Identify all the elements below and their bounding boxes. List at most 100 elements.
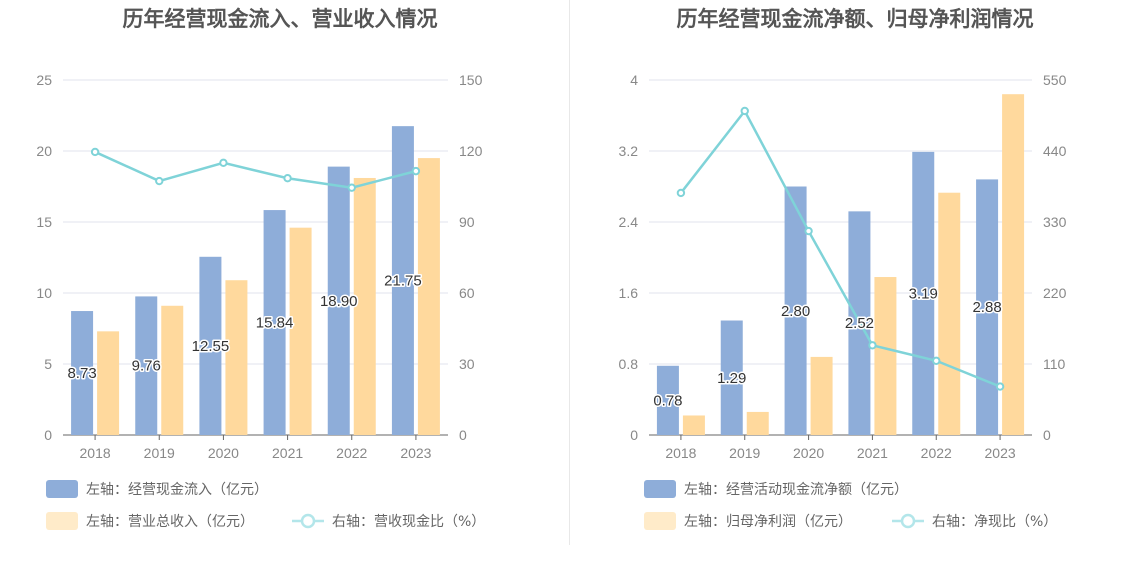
right-axis-tick-label: 550: [1043, 72, 1067, 88]
panel-divider: [569, 0, 570, 545]
bar-primary: [976, 179, 999, 435]
legend-swatch-secondary: [644, 512, 676, 530]
left-axis-tick-label: 20: [36, 143, 52, 159]
bar-data-label: 18.90: [320, 293, 358, 310]
chart-title: 历年经营现金流净额、归母净利润情况: [677, 7, 1034, 31]
legend-swatch-line-marker: [900, 513, 916, 529]
ratio-line: [94, 150, 417, 189]
bar-primary: [327, 166, 350, 435]
left-axis-tick-label: 3.2: [619, 143, 639, 159]
bar-primary: [135, 296, 158, 435]
x-axis-tick-label: 2021: [857, 445, 888, 461]
ratio-point: [347, 183, 356, 192]
x-axis-tick-label: 2020: [208, 445, 239, 461]
x-axis-tick-label: 2023: [400, 445, 431, 461]
right-axis-tick-label: 120: [459, 143, 483, 159]
ratio-point: [868, 341, 877, 350]
bar-secondary: [746, 411, 769, 435]
x-axis-tick-label: 2019: [144, 445, 175, 461]
bar-secondary: [289, 227, 312, 435]
bar-secondary: [225, 280, 248, 435]
right-axis-tick-label: 220: [1043, 285, 1067, 301]
x-axis-tick-label: 2018: [80, 445, 111, 461]
legend-label-line: 右轴：净现比（%）: [932, 514, 1057, 530]
legend-label-secondary: 左轴：营业总收入（亿元）: [86, 514, 254, 530]
bar-secondary: [682, 415, 705, 435]
bar-data-label: 2.88: [972, 299, 1001, 316]
bar-secondary: [938, 192, 961, 435]
x-axis-tick-label: 2020: [793, 445, 824, 461]
right-axis-tick-label: 330: [1043, 214, 1067, 230]
left-axis-tick-label: 1.6: [619, 285, 639, 301]
bar-data-label: 0.78: [653, 392, 682, 409]
bar-secondary: [874, 277, 897, 435]
left-axis-tick-label: 25: [36, 72, 52, 88]
chart-cashflow-revenue: 历年经营现金流入、营业收入情况 0 0 5 30 10 60 15 90 20 120 25 150 20…: [36, 7, 485, 530]
left-axis-tick-label: 15: [36, 214, 52, 230]
right-axis-tick-label: 60: [459, 285, 475, 301]
ratio-point: [740, 106, 749, 116]
ratio-point: [283, 174, 292, 183]
bar-primary: [391, 126, 414, 436]
right-axis-tick-label: 30: [459, 356, 475, 372]
legend-label-secondary: 左轴：归母净利润（亿元）: [684, 513, 852, 530]
ratio-point: [219, 158, 228, 168]
bar-secondary: [161, 305, 184, 435]
right-axis-tick-label: 0: [459, 427, 467, 443]
ratio-point: [804, 226, 813, 236]
bar-primary: [263, 210, 286, 435]
x-axis-tick-label: 2023: [985, 445, 1016, 461]
legend-label-line: 右轴：营收现金比（%）: [332, 514, 485, 530]
left-axis-tick-label: 5: [44, 356, 52, 372]
bar-data-label: 1.29: [717, 370, 746, 387]
x-axis-tick-label: 2018: [665, 445, 696, 461]
left-axis-tick-label: 0: [44, 427, 52, 443]
bar-primary: [199, 256, 222, 435]
bar-data-label: 2.52: [845, 315, 874, 332]
right-axis-tick-label: 440: [1043, 143, 1067, 159]
chart-panel-netcash-profit: 历年经营现金流净额、归母净利润情况 0 0 0.8 110 1.6 220 2.4 330 3.2…: [567, 0, 1134, 582]
ratio-point: [411, 166, 421, 176]
ratio-point: [155, 176, 164, 186]
left-axis-tick-label: 2.4: [619, 214, 639, 230]
bar-secondary: [1002, 94, 1025, 435]
right-axis-tick-label: 150: [459, 72, 483, 88]
right-axis-tick-label: 110: [1043, 356, 1066, 372]
ratio-line: [679, 108, 1001, 388]
x-axis-tick-label: 2021: [272, 445, 303, 461]
left-axis-tick-label: 0.8: [619, 356, 639, 372]
legend-label-primary: 左轴：经营现金流入（亿元）: [86, 482, 268, 498]
ratio-point: [90, 147, 100, 157]
bar-data-label: 8.73: [67, 365, 96, 382]
bar-data-label: 3.19: [909, 285, 938, 302]
bar-primary: [912, 151, 935, 435]
bar-secondary: [810, 356, 833, 435]
bar-primary: [784, 186, 807, 435]
bar-secondary: [97, 331, 120, 435]
chart-title: 历年经营现金流入、营业收入情况: [123, 7, 438, 31]
chart-netcash-profit: 历年经营现金流净额、归母净利润情况 0 0 0.8 110 1.6 220 2.4 330 3.2…: [619, 7, 1067, 530]
ratio-point: [995, 382, 1005, 391]
right-axis-tick-label: 90: [459, 214, 475, 230]
bar-secondary: [417, 158, 440, 435]
ratio-point: [676, 188, 686, 198]
legend-swatch-line-marker: [300, 513, 316, 529]
bar-data-label: 12.55: [192, 338, 230, 355]
chart-panel-cashflow-revenue: 历年经营现金流入、营业收入情况 0 0 5 30 10 60 15 90 20 120 25 150 20…: [36, 7, 485, 530]
legend-swatch-primary: [644, 480, 676, 498]
legend-swatch-secondary: [46, 512, 78, 530]
x-axis-tick-label: 2022: [336, 445, 367, 461]
bar-data-label: 9.76: [132, 358, 161, 375]
bar-data-label: 21.75: [384, 273, 422, 290]
right-axis-tick-label: 0: [1043, 427, 1051, 443]
bar-primary: [71, 311, 94, 435]
x-axis-tick-label: 2019: [729, 445, 760, 461]
bar-data-label: 15.84: [256, 315, 294, 332]
bar-data-label: 2.80: [781, 303, 810, 320]
legend-label-primary: 左轴：经营活动现金流净额（亿元）: [684, 482, 908, 498]
ratio-point: [932, 356, 941, 365]
left-axis-tick-label: 4: [630, 72, 638, 88]
left-axis-tick-label: 0: [630, 427, 638, 443]
bar-primary: [720, 320, 743, 435]
legend-swatch-primary: [46, 480, 78, 498]
